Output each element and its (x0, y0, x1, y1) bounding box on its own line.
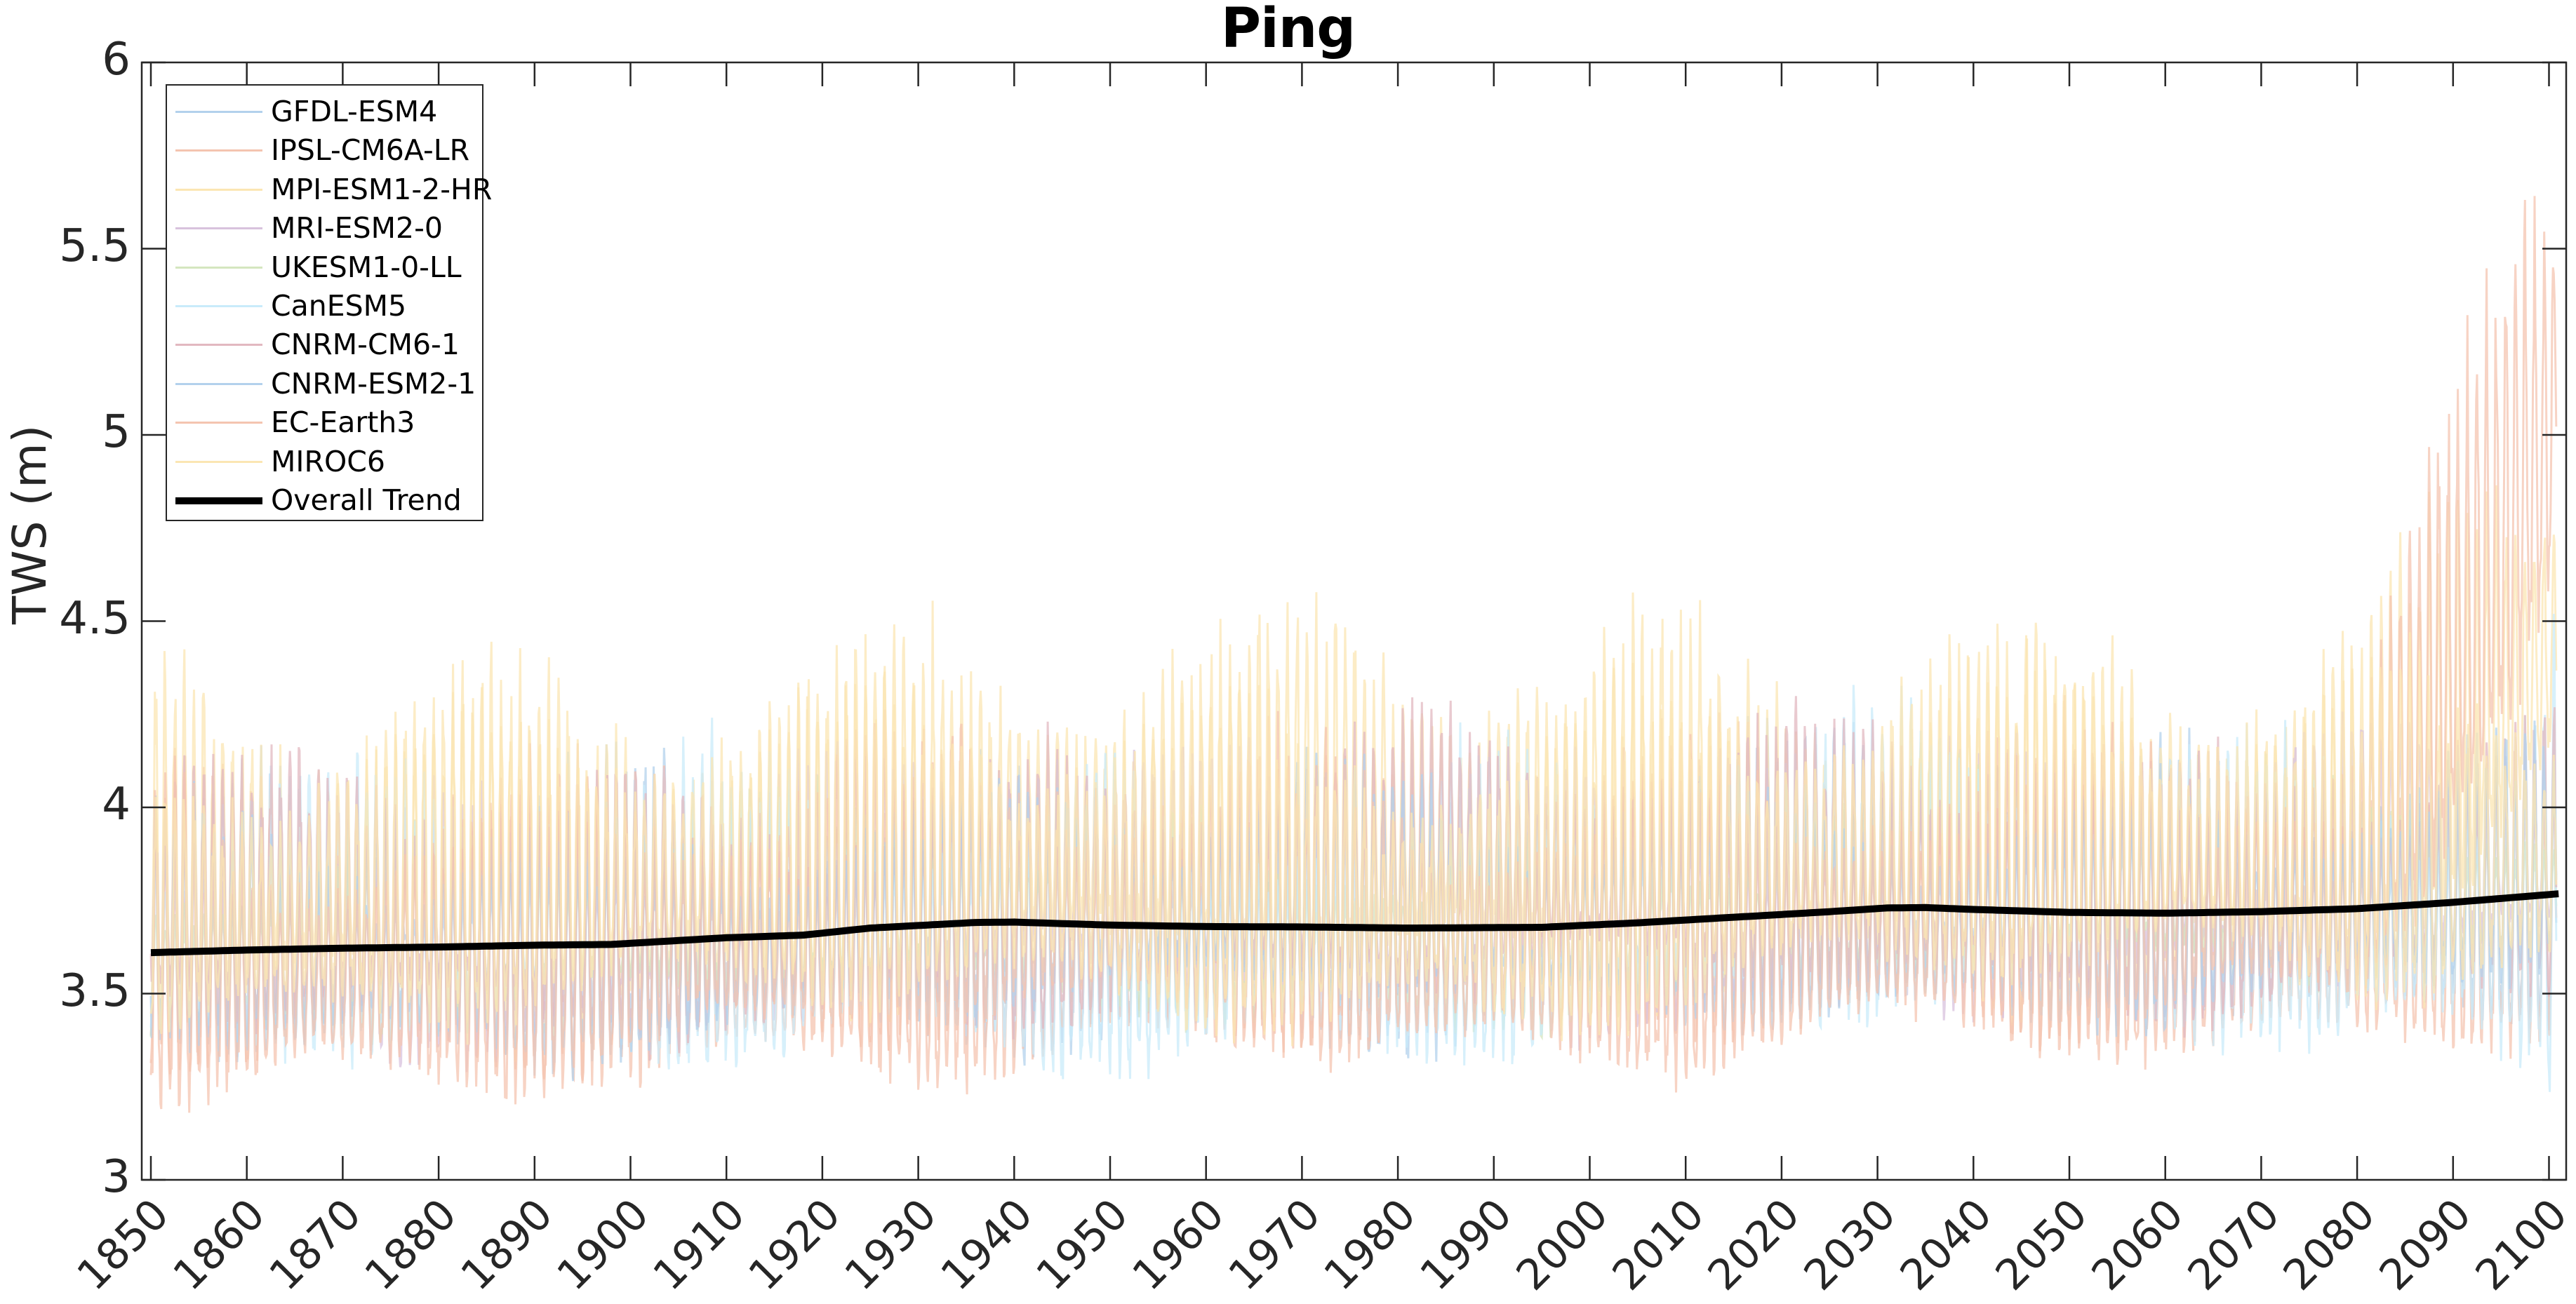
legend-item-ec-earth3: EC-Earth3 (167, 403, 482, 442)
legend-swatch (175, 460, 262, 463)
legend-label: Overall Trend (271, 483, 462, 517)
legend-item-cnrm-cm6-1: CNRM-CM6-1 (167, 325, 482, 364)
series-line-miroc6 (149, 632, 2558, 1047)
y-tick-label: 4.5 (59, 592, 131, 645)
y-tick-label: 6 (102, 34, 131, 86)
legend-swatch (175, 188, 262, 191)
legend-label: MPI-ESM1-2-HR (271, 172, 493, 206)
legend-label: EC-Earth3 (271, 405, 415, 440)
axes-frame (140, 61, 2568, 1181)
y-tick-label: 4 (102, 779, 131, 831)
legend-item-ukesm1-0-ll: UKESM1-0-LL (167, 248, 482, 287)
y-axis-label: TWS (m) (3, 424, 57, 624)
legend: GFDL-ESM4 IPSL-CM6A-LR MPI-ESM1-2-HR MRI… (166, 84, 492, 521)
chart-title: Ping (1220, 0, 1356, 60)
legend-swatch (175, 422, 262, 424)
legend-swatch (175, 305, 262, 307)
legend-label: IPSL-CM6A-LR (271, 133, 470, 168)
legend-label: CNRM-ESM2-1 (271, 366, 476, 401)
legend-label: CanESM5 (271, 289, 407, 323)
legend-swatch (175, 227, 262, 230)
legend-label: MRI-ESM2-0 (271, 211, 443, 246)
legend-label: CNRM-CM6-1 (271, 328, 460, 362)
legend-swatch (175, 497, 262, 504)
overall-trend-line (150, 890, 2559, 957)
legend-item-gfdl-esm4: GFDL-ESM4 (167, 93, 482, 131)
legend-item-cnrm-esm2-1: CNRM-ESM2-1 (167, 365, 482, 403)
legend-item-mpi-esm1-2-hr: MPI-ESM1-2-HR (167, 170, 492, 209)
legend-item-overall-trend: Overall Trend (167, 481, 482, 520)
trend-line (150, 890, 2559, 957)
y-tick-label: 3 (102, 1151, 131, 1203)
y-tick-label: 5 (102, 406, 131, 458)
y-tick-label: 5.5 (59, 220, 131, 272)
y-tick-label: 3.5 (59, 964, 131, 1017)
legend-swatch (175, 382, 262, 385)
legend-label: MIROC6 (271, 444, 385, 478)
legend-label: GFDL-ESM4 (271, 95, 438, 128)
legend-label: UKESM1-0-LL (271, 250, 462, 284)
legend-swatch (175, 344, 262, 347)
legend-item-miroc6: MIROC6 (167, 443, 482, 481)
legend-item-mri-esm2-0: MRI-ESM2-0 (167, 209, 482, 248)
legend-item-canesm5: CanESM5 (167, 287, 482, 325)
legend-swatch (175, 111, 262, 113)
legend-swatch (175, 149, 262, 152)
legend-item-ipsl-cm6a-lr: IPSL-CM6A-LR (167, 131, 482, 170)
model-series-layer (149, 196, 2558, 1113)
legend-swatch (175, 266, 262, 269)
